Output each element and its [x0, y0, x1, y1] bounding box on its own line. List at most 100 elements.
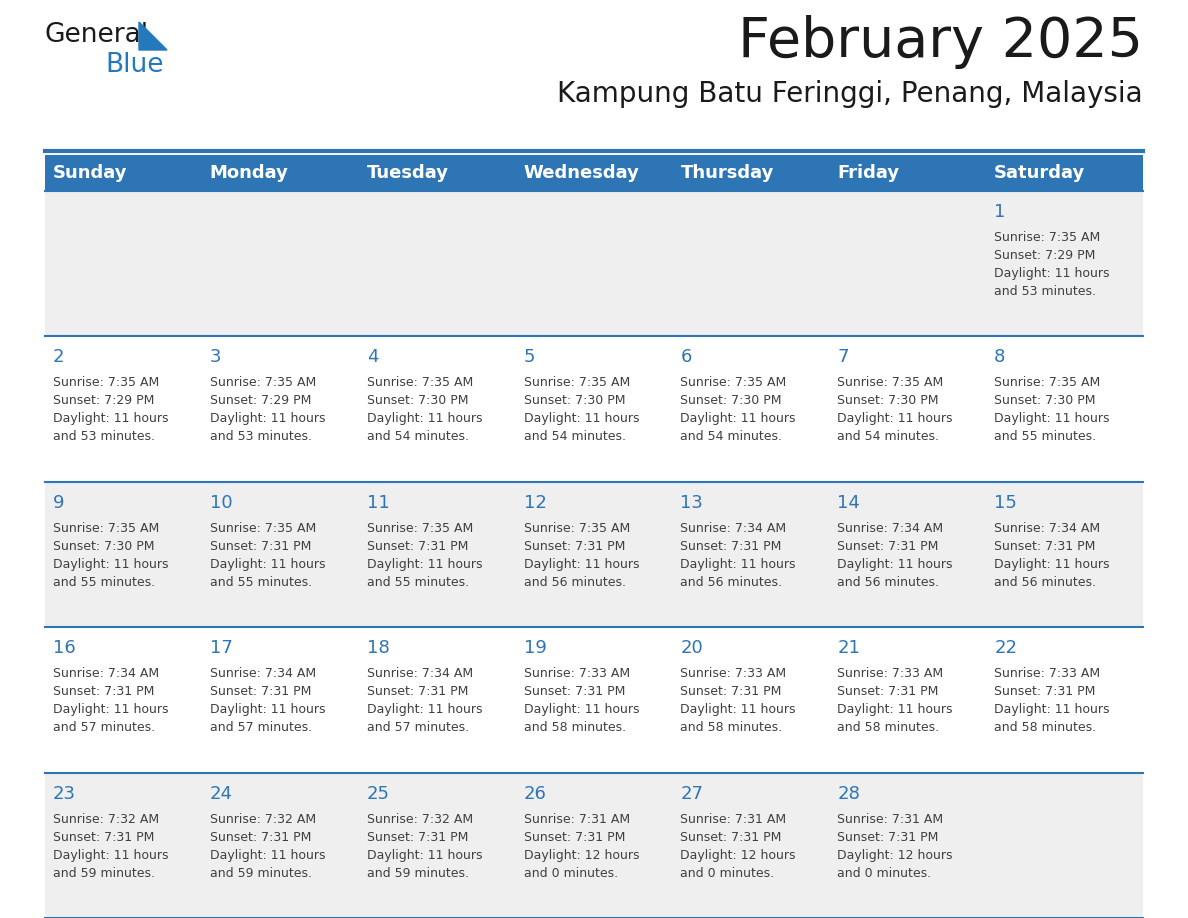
Text: Blue: Blue: [105, 52, 164, 78]
Text: and 58 minutes.: and 58 minutes.: [994, 722, 1097, 734]
Text: 16: 16: [53, 639, 76, 657]
Text: Sunset: 7:30 PM: Sunset: 7:30 PM: [994, 395, 1095, 408]
Text: and 54 minutes.: and 54 minutes.: [681, 431, 783, 443]
Text: and 59 minutes.: and 59 minutes.: [53, 867, 154, 879]
Text: 4: 4: [367, 349, 378, 366]
Text: Sunset: 7:31 PM: Sunset: 7:31 PM: [210, 685, 311, 699]
Text: Sunrise: 7:35 AM: Sunrise: 7:35 AM: [994, 231, 1100, 244]
Text: Sunrise: 7:35 AM: Sunrise: 7:35 AM: [53, 376, 159, 389]
Text: 5: 5: [524, 349, 535, 366]
Text: 24: 24: [210, 785, 233, 802]
Text: and 58 minutes.: and 58 minutes.: [681, 722, 783, 734]
Text: and 57 minutes.: and 57 minutes.: [53, 722, 156, 734]
Text: Sunrise: 7:34 AM: Sunrise: 7:34 AM: [838, 521, 943, 535]
Text: 17: 17: [210, 639, 233, 657]
Text: and 55 minutes.: and 55 minutes.: [994, 431, 1097, 443]
Text: 15: 15: [994, 494, 1017, 512]
Bar: [45, 773, 1143, 918]
Text: Sunset: 7:31 PM: Sunset: 7:31 PM: [210, 540, 311, 553]
Text: Daylight: 11 hours: Daylight: 11 hours: [210, 848, 326, 862]
Text: Sunset: 7:31 PM: Sunset: 7:31 PM: [838, 685, 939, 699]
Text: Sunset: 7:31 PM: Sunset: 7:31 PM: [994, 685, 1095, 699]
Text: Daylight: 11 hours: Daylight: 11 hours: [524, 558, 639, 571]
Text: Daylight: 12 hours: Daylight: 12 hours: [838, 848, 953, 862]
Text: Sunset: 7:30 PM: Sunset: 7:30 PM: [367, 395, 468, 408]
Text: Sunset: 7:31 PM: Sunset: 7:31 PM: [524, 831, 625, 844]
Text: Sunset: 7:29 PM: Sunset: 7:29 PM: [994, 249, 1095, 262]
Text: Sunrise: 7:34 AM: Sunrise: 7:34 AM: [53, 667, 159, 680]
Text: Sunset: 7:31 PM: Sunset: 7:31 PM: [524, 685, 625, 699]
Text: Sunrise: 7:31 AM: Sunrise: 7:31 AM: [681, 812, 786, 825]
Text: Daylight: 11 hours: Daylight: 11 hours: [681, 703, 796, 716]
Text: Sunset: 7:31 PM: Sunset: 7:31 PM: [838, 540, 939, 553]
Text: Sunset: 7:31 PM: Sunset: 7:31 PM: [367, 685, 468, 699]
Text: Sunrise: 7:34 AM: Sunrise: 7:34 AM: [367, 667, 473, 680]
Text: Sunset: 7:30 PM: Sunset: 7:30 PM: [53, 540, 154, 553]
Text: Kampung Batu Feringgi, Penang, Malaysia: Kampung Batu Feringgi, Penang, Malaysia: [557, 80, 1143, 108]
Bar: [45, 627, 1143, 773]
Text: Daylight: 11 hours: Daylight: 11 hours: [53, 558, 169, 571]
Text: 3: 3: [210, 349, 221, 366]
Text: 19: 19: [524, 639, 546, 657]
Text: and 54 minutes.: and 54 minutes.: [524, 431, 626, 443]
Text: Daylight: 11 hours: Daylight: 11 hours: [994, 558, 1110, 571]
Text: Daylight: 12 hours: Daylight: 12 hours: [681, 848, 796, 862]
Text: Daylight: 11 hours: Daylight: 11 hours: [994, 267, 1110, 280]
Text: Saturday: Saturday: [994, 164, 1086, 182]
Text: Daylight: 12 hours: Daylight: 12 hours: [524, 848, 639, 862]
Text: Daylight: 11 hours: Daylight: 11 hours: [53, 412, 169, 425]
Text: Sunrise: 7:33 AM: Sunrise: 7:33 AM: [681, 667, 786, 680]
Text: Sunrise: 7:33 AM: Sunrise: 7:33 AM: [524, 667, 630, 680]
Text: 25: 25: [367, 785, 390, 802]
Text: Daylight: 11 hours: Daylight: 11 hours: [210, 703, 326, 716]
Text: and 56 minutes.: and 56 minutes.: [681, 576, 783, 588]
Text: Sunset: 7:31 PM: Sunset: 7:31 PM: [838, 831, 939, 844]
Text: 23: 23: [53, 785, 76, 802]
Text: Daylight: 11 hours: Daylight: 11 hours: [53, 703, 169, 716]
Text: Daylight: 11 hours: Daylight: 11 hours: [994, 412, 1110, 425]
Text: Sunrise: 7:32 AM: Sunrise: 7:32 AM: [53, 812, 159, 825]
Text: Sunrise: 7:34 AM: Sunrise: 7:34 AM: [681, 521, 786, 535]
Text: Daylight: 11 hours: Daylight: 11 hours: [524, 412, 639, 425]
Text: Daylight: 11 hours: Daylight: 11 hours: [524, 703, 639, 716]
Text: and 58 minutes.: and 58 minutes.: [838, 722, 940, 734]
Text: Sunrise: 7:33 AM: Sunrise: 7:33 AM: [838, 667, 943, 680]
Text: and 57 minutes.: and 57 minutes.: [210, 722, 312, 734]
Text: and 56 minutes.: and 56 minutes.: [838, 576, 940, 588]
Text: Sunrise: 7:35 AM: Sunrise: 7:35 AM: [367, 376, 473, 389]
Text: and 54 minutes.: and 54 minutes.: [838, 431, 940, 443]
Text: 1: 1: [994, 203, 1005, 221]
Text: Sunrise: 7:35 AM: Sunrise: 7:35 AM: [524, 376, 630, 389]
Text: Sunset: 7:31 PM: Sunset: 7:31 PM: [681, 831, 782, 844]
Text: 22: 22: [994, 639, 1017, 657]
Text: 13: 13: [681, 494, 703, 512]
Text: 18: 18: [367, 639, 390, 657]
Text: and 53 minutes.: and 53 minutes.: [994, 285, 1097, 298]
Text: Sunset: 7:30 PM: Sunset: 7:30 PM: [838, 395, 939, 408]
Text: and 56 minutes.: and 56 minutes.: [524, 576, 626, 588]
Text: Sunset: 7:31 PM: Sunset: 7:31 PM: [994, 540, 1095, 553]
Text: and 54 minutes.: and 54 minutes.: [367, 431, 469, 443]
Text: 7: 7: [838, 349, 848, 366]
Text: 10: 10: [210, 494, 233, 512]
Polygon shape: [139, 22, 168, 50]
Text: 26: 26: [524, 785, 546, 802]
Text: Friday: Friday: [838, 164, 899, 182]
Bar: [45, 155, 1143, 191]
Text: Daylight: 11 hours: Daylight: 11 hours: [681, 558, 796, 571]
Text: and 55 minutes.: and 55 minutes.: [367, 576, 469, 588]
Text: 11: 11: [367, 494, 390, 512]
Text: Daylight: 11 hours: Daylight: 11 hours: [681, 412, 796, 425]
Text: 9: 9: [53, 494, 64, 512]
Text: Sunrise: 7:35 AM: Sunrise: 7:35 AM: [524, 521, 630, 535]
Bar: [45, 482, 1143, 627]
Text: Daylight: 11 hours: Daylight: 11 hours: [838, 558, 953, 571]
Text: Thursday: Thursday: [681, 164, 773, 182]
Text: and 55 minutes.: and 55 minutes.: [53, 576, 156, 588]
Text: and 58 minutes.: and 58 minutes.: [524, 722, 626, 734]
Text: Wednesday: Wednesday: [524, 164, 639, 182]
Text: Daylight: 11 hours: Daylight: 11 hours: [210, 412, 326, 425]
Text: Daylight: 11 hours: Daylight: 11 hours: [53, 848, 169, 862]
Text: and 59 minutes.: and 59 minutes.: [210, 867, 312, 879]
Text: Sunset: 7:31 PM: Sunset: 7:31 PM: [681, 685, 782, 699]
